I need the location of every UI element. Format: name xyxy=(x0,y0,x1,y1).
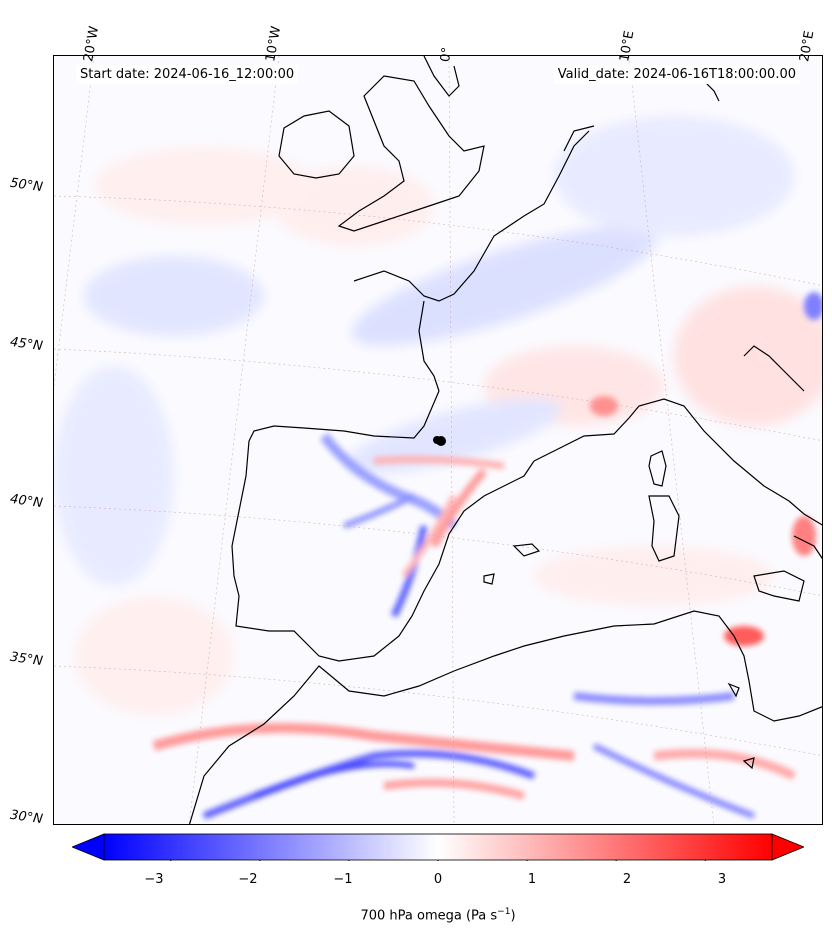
colorbar-tick-label: 1 xyxy=(527,872,537,887)
colorbar-extend-low xyxy=(72,833,105,861)
start-date-label: Start date: 2024-06-16_12:00:00 xyxy=(76,65,299,84)
graticule xyxy=(54,56,822,824)
omega-map xyxy=(54,56,822,824)
omega-field xyxy=(54,116,822,820)
colorbar-title-exponent: −1 xyxy=(497,907,511,917)
colorbar-title: 700 hPa omega (Pa s−1) xyxy=(0,907,832,923)
colorbar-tick-label: 3 xyxy=(717,872,727,887)
colorbar-tick-label: 2 xyxy=(622,872,632,887)
lon-label-0: 0° xyxy=(438,46,456,63)
colorbar-extend-high xyxy=(771,833,804,861)
colorbar-title-text: 700 hPa omega (Pa s xyxy=(360,908,498,924)
colorbar-tick-label: −1 xyxy=(333,872,353,887)
lat-label-30n: 30°N xyxy=(9,807,44,828)
colorbar-tick-label: −2 xyxy=(238,872,258,887)
colorbar-tick-label: −3 xyxy=(144,872,164,887)
map-panel: Start date: 2024-06-16_12:00:00 Valid_da… xyxy=(53,55,823,825)
colorbar-gradient xyxy=(103,833,773,861)
colorbar-title-close: ) xyxy=(510,908,516,924)
valid-date-label: Valid_date: 2024-06-16T18:00:00.00 xyxy=(553,65,800,84)
lat-label-45n: 45°N xyxy=(9,334,44,355)
coastlines xyxy=(188,56,822,824)
lat-label-35n: 35°N xyxy=(9,649,44,670)
colorbar xyxy=(72,833,804,861)
lat-label-40n: 40°N xyxy=(9,491,44,512)
colorbar-tick-label: 0 xyxy=(433,872,443,887)
lat-label-50n: 50°N xyxy=(9,175,44,196)
